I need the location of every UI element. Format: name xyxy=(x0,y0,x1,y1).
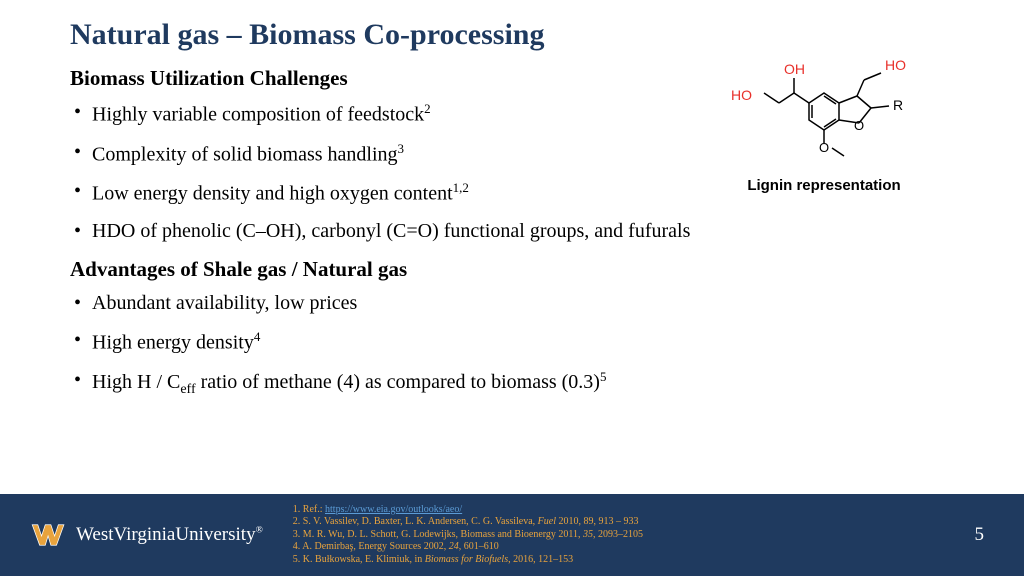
r-label: R xyxy=(893,97,903,113)
o-label: O xyxy=(854,118,864,133)
list-item: High energy density4 xyxy=(74,329,974,355)
university-name: WestVirginiaUniversity® xyxy=(76,524,263,546)
page-number: 5 xyxy=(975,524,1024,546)
ref-line: 1. Ref.: https://www.eia.gov/outlooks/ae… xyxy=(293,504,975,517)
ref-link[interactable]: https://www.eia.gov/outlooks/aeo/ xyxy=(325,504,462,515)
slide-footer: WestVirginiaUniversity® 1. Ref.: https:/… xyxy=(0,494,1024,576)
university-logo: WestVirginiaUniversity® xyxy=(0,521,263,549)
wv-logo-icon xyxy=(30,521,68,549)
slide-title: Natural gas – Biomass Co-processing xyxy=(0,0,1024,52)
molecule-figure: HO OH HO O O R Lignin representation xyxy=(694,48,954,194)
list-item: Abundant availability, low prices xyxy=(74,292,974,315)
lignin-structure-icon: HO OH HO O O R xyxy=(699,48,949,168)
oh-label: HO xyxy=(731,87,752,103)
advantages-list: Abundant availability, low prices High e… xyxy=(70,292,974,398)
advantages-heading: Advantages of Shale gas / Natural gas xyxy=(70,257,974,282)
ref-line: 5. K. Bułkowska, E. Klimiuk, in Biomass … xyxy=(293,554,975,567)
list-item: High H / Ceff ratio of methane (4) as co… xyxy=(74,369,974,399)
ref-line: 2. S. V. Vassilev, D. Baxter, L. K. Ande… xyxy=(293,516,975,529)
ref-line: 4. A. Demirbaş, Energy Sources 2002, 24,… xyxy=(293,541,975,554)
ref-line: 3. M. R. Wu, D. L. Schott, G. Lodewijks,… xyxy=(293,529,975,542)
molecule-caption: Lignin representation xyxy=(694,177,954,194)
list-item: HDO of phenolic (C–OH), carbonyl (C=O) f… xyxy=(74,220,974,243)
oh-label: OH xyxy=(784,61,805,77)
o-label: O xyxy=(819,140,829,155)
references: 1. Ref.: https://www.eia.gov/outlooks/ae… xyxy=(293,504,975,567)
oh-label: HO xyxy=(885,57,906,73)
